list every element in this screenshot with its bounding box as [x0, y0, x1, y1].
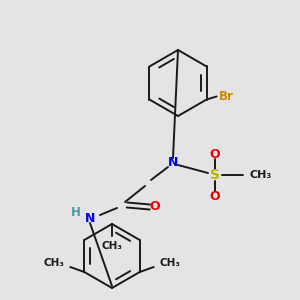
Text: CH₃: CH₃ — [160, 258, 181, 268]
Text: CH₃: CH₃ — [43, 258, 64, 268]
Text: Br: Br — [219, 90, 233, 103]
Text: CH₃: CH₃ — [101, 241, 122, 251]
Text: O: O — [210, 148, 220, 160]
Text: N: N — [85, 212, 95, 224]
Text: O: O — [210, 190, 220, 202]
Text: S: S — [210, 168, 220, 182]
Text: O: O — [150, 200, 160, 214]
Text: H: H — [71, 206, 81, 220]
Text: N: N — [168, 157, 178, 169]
Text: CH₃: CH₃ — [250, 170, 272, 180]
